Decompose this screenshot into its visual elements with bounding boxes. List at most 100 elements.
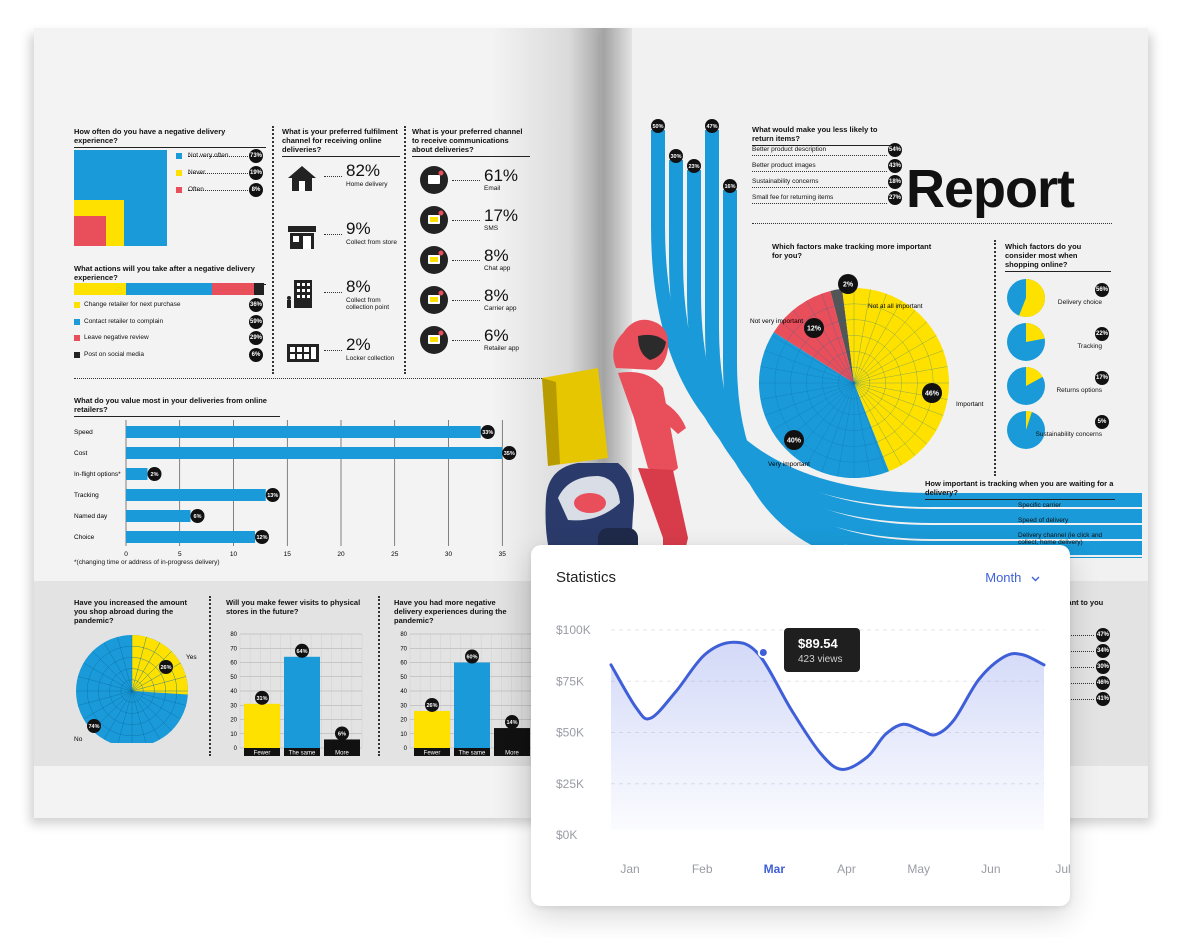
y-tick-label: 70 — [230, 646, 237, 652]
bar — [126, 426, 481, 438]
bar — [324, 739, 360, 748]
building-icon — [286, 280, 320, 310]
fewer-visits-title: Will you make fewer visits to physical s… — [226, 598, 361, 616]
category-label: In-flight options* — [74, 471, 121, 478]
period-dropdown[interactable]: Month — [985, 570, 1040, 585]
category-label: More — [505, 751, 519, 757]
pie-spoke — [760, 382, 855, 400]
badge-bg — [651, 119, 665, 133]
badge-bg — [687, 159, 701, 173]
category-label: Choice — [74, 534, 95, 541]
bar — [126, 489, 266, 501]
bar — [284, 656, 320, 748]
bar-seg-social — [254, 283, 264, 295]
divider — [452, 180, 480, 181]
value-badge: 27% — [888, 191, 902, 205]
y-tick-label: $100K — [556, 623, 591, 637]
mini-pie — [1006, 366, 1046, 406]
email-icon — [420, 166, 448, 194]
value-badge-bg — [255, 530, 269, 544]
value-badge: 6% — [249, 347, 263, 362]
value-label: 26% — [426, 703, 437, 709]
partial-right-title: rtant to you — [1062, 598, 1104, 607]
y-tick-label: 80 — [230, 632, 237, 638]
store-icon — [286, 222, 320, 252]
value-badge-bg — [480, 425, 495, 439]
divider — [404, 126, 406, 374]
x-tick-label: 35 — [499, 551, 507, 558]
abroad-title: Have you increased the amount you shop a… — [74, 598, 187, 625]
shopping-label: Sustainability concerns — [1035, 431, 1102, 438]
pie-spoke — [853, 382, 902, 466]
chat-icon — [420, 246, 448, 274]
pie-spoke — [131, 676, 187, 692]
fulfilment-label: Collect from collection point — [346, 297, 389, 311]
fulfilment-value: 2% — [346, 335, 371, 354]
badge-bg — [159, 660, 173, 674]
pie-spoke — [806, 300, 855, 384]
pie-slice — [842, 288, 949, 472]
badge-bg — [838, 274, 858, 294]
value-label: 16% — [724, 184, 735, 190]
x-tick-label: 20 — [337, 551, 345, 558]
x-tick-label: Jun — [981, 862, 1000, 876]
fulfilment-title: What is your preferred fulfilment channe… — [282, 127, 400, 157]
legend-swatch — [74, 302, 80, 308]
badge-bg — [705, 119, 719, 133]
fulfilment-value: 9% — [346, 219, 371, 238]
comms-label: Retailer app — [484, 345, 519, 352]
badge-bg — [87, 719, 101, 733]
category-label: Tracking — [74, 492, 99, 499]
value-label: 14% — [506, 720, 517, 726]
pie-spoke — [131, 690, 147, 743]
pie-spoke — [92, 651, 133, 692]
value-label: 30% — [670, 154, 681, 160]
pie-spoke — [853, 382, 871, 477]
tracking-factors-title: Which factors make tracking more importa… — [772, 242, 932, 260]
slice-label: Not very important — [750, 318, 803, 325]
y-tick-label: 30 — [400, 703, 407, 709]
report-heading: Report — [906, 159, 1075, 219]
y-tick-label: $0K — [556, 828, 577, 842]
chart-tooltip: $89.54 423 views — [784, 628, 860, 672]
bar-seg-change — [74, 283, 126, 295]
value-most-chart: 051015202530354Speed33%Cost35%In-flight … — [74, 420, 517, 558]
pie-spoke — [837, 289, 855, 384]
value-label: 12% — [256, 535, 267, 541]
value-badge: 8% — [249, 183, 263, 197]
legend-swatch — [74, 318, 80, 325]
y-tick-label: 10 — [230, 732, 237, 738]
divider — [324, 234, 342, 235]
returns-title: What would make you less likely to retur… — [752, 125, 900, 146]
pie-spoke — [837, 382, 855, 477]
badge-bg — [465, 649, 479, 664]
tracking-wait-title: How important is tracking when you are w… — [925, 479, 1115, 500]
pie-spoke — [760, 366, 855, 384]
pie-spoke — [131, 690, 181, 720]
divider — [188, 190, 248, 191]
shopping-label: Tracking — [1077, 343, 1102, 350]
category-band — [414, 748, 450, 756]
x-tick-label: Jul — [1055, 862, 1070, 876]
divider — [994, 240, 996, 476]
pie-spoke — [853, 382, 937, 431]
value-badge: 17% — [1095, 371, 1109, 385]
value-badge: 46% — [1096, 676, 1110, 690]
x-tick-label: 10 — [230, 551, 238, 558]
x-tick-label: Feb — [692, 862, 713, 876]
divider — [1068, 635, 1094, 636]
fewer-visits-chart: 0 10 20 30 40 50 60 70 80 Fewer 31% The same 64% More… — [230, 632, 363, 757]
x-tick-label: 25 — [391, 551, 399, 558]
divider — [452, 220, 480, 221]
category-label: Cost — [74, 450, 88, 457]
y-tick-label: 80 — [400, 632, 407, 638]
value-badge: 43% — [888, 159, 902, 173]
no-label: No — [74, 736, 83, 743]
pie-spoke — [806, 382, 855, 466]
value-badge: 34% — [1096, 644, 1110, 658]
locker-icon — [286, 338, 320, 368]
badge-bg — [295, 643, 309, 658]
category-band — [284, 748, 320, 756]
legend-swatch — [74, 351, 80, 358]
pie-spoke — [821, 382, 855, 473]
